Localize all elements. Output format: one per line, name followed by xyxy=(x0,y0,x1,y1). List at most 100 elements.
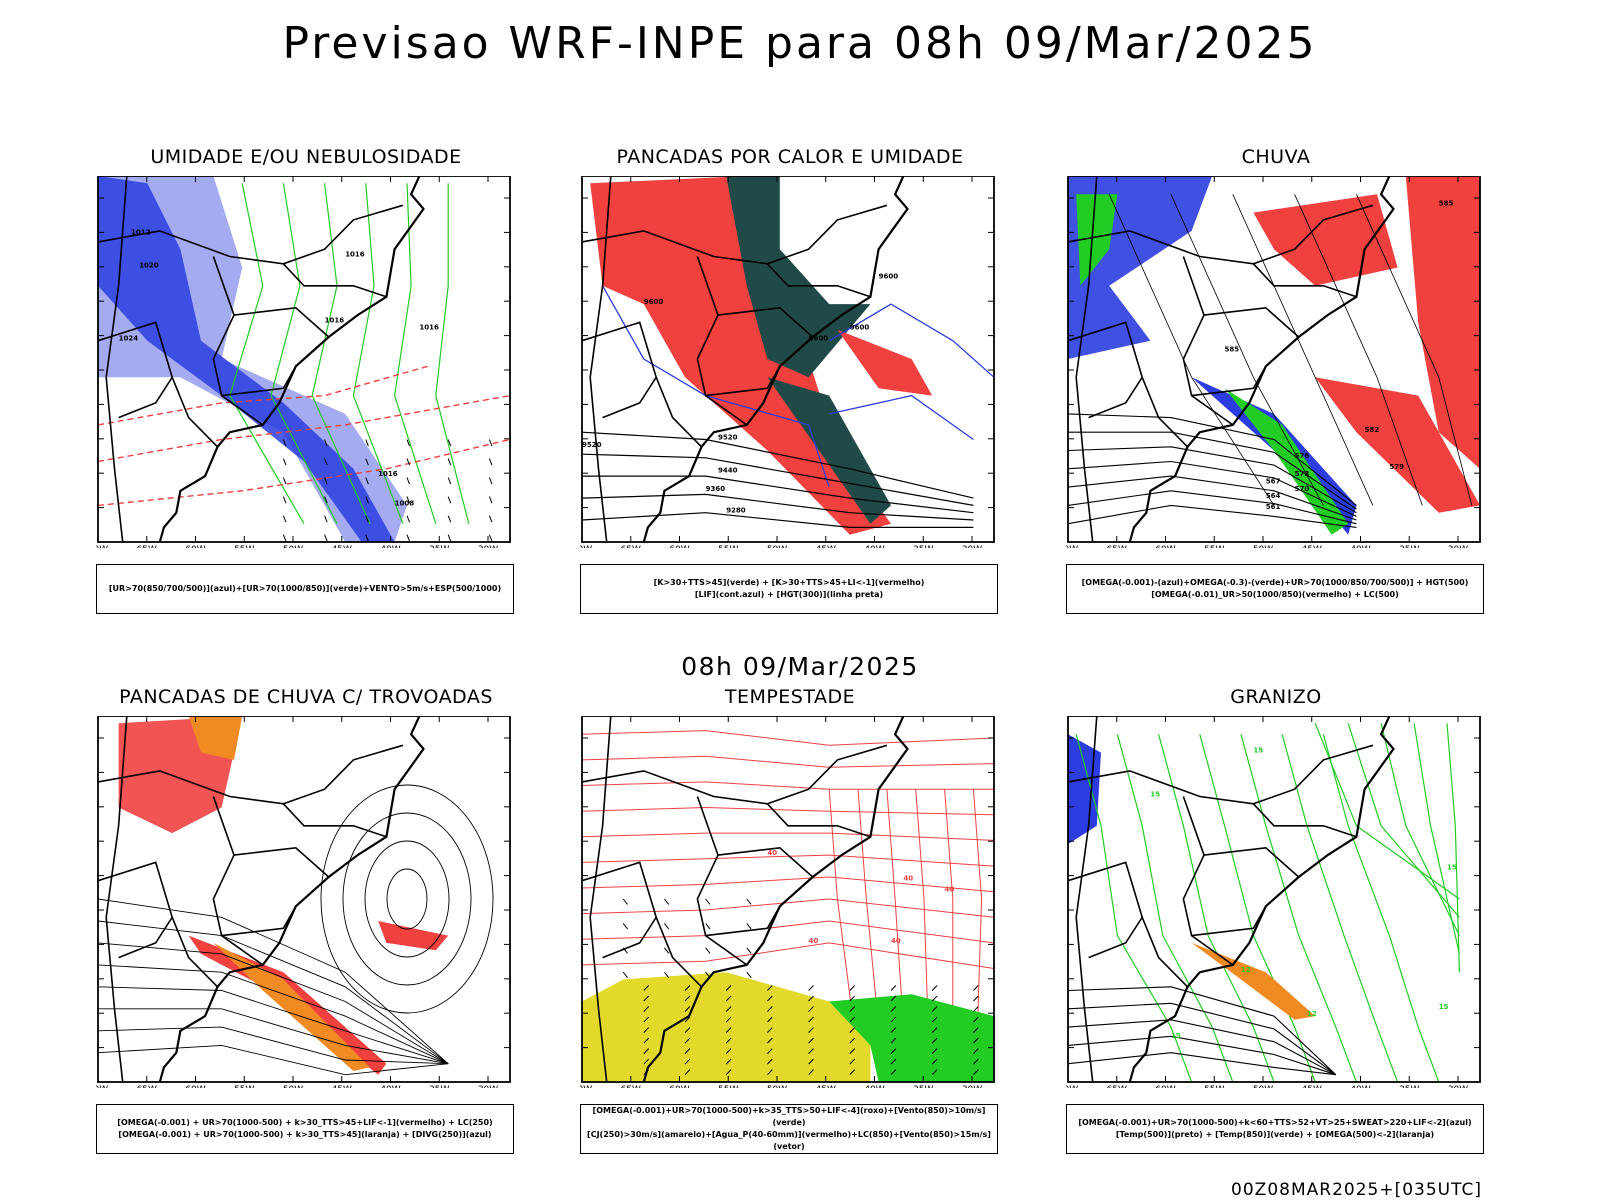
border-line xyxy=(1203,306,1300,338)
wind-vector xyxy=(684,985,691,991)
wind-vector xyxy=(767,1069,773,1076)
wind-vector xyxy=(664,971,670,978)
wind-vector xyxy=(973,1006,979,1012)
wind-vector xyxy=(324,515,328,523)
border-line xyxy=(171,376,219,448)
border-line xyxy=(766,803,871,838)
map-granizo: 1515151212151512S15S18S21S24S27S30S33S36… xyxy=(1066,716,1481,1088)
map-chuva: 58558558257957657357056756456112S15S18S2… xyxy=(1066,176,1481,548)
omega-orange-area xyxy=(1191,942,1316,1020)
panel-title: CHUVA xyxy=(1241,146,1311,168)
border-line xyxy=(717,846,814,878)
wind-vector xyxy=(643,1006,650,1012)
lon-label: 30W xyxy=(1448,1085,1468,1088)
streamline xyxy=(97,1026,449,1065)
precipitable-water-red-contour xyxy=(581,806,995,816)
country-borders xyxy=(581,716,909,1083)
wind-vector xyxy=(808,1027,814,1033)
lon-label: 45W xyxy=(332,1085,352,1088)
thickness-red-contour xyxy=(97,394,511,463)
wind-vector xyxy=(365,515,369,523)
coastline xyxy=(642,716,909,1083)
temperature-500-black-contour xyxy=(1067,1035,1336,1076)
geopotential-black-contour xyxy=(1067,460,1357,517)
water-label: 40 xyxy=(903,875,913,883)
wind-vector xyxy=(365,534,369,542)
legend-line: [OMEGA(-0.001)-(azul)+OMEGA(-0.3)-(verde… xyxy=(1081,578,1469,587)
lon-label: 40W xyxy=(1350,1085,1370,1088)
wind-vector xyxy=(890,1058,897,1065)
thunder-red-area xyxy=(378,921,449,951)
lon-label: 70W xyxy=(580,545,592,548)
temperature-850-green-contour xyxy=(1281,734,1399,1083)
wind-vector xyxy=(705,898,711,905)
geopotential-label: 582 xyxy=(1365,426,1380,434)
wind-vector xyxy=(324,534,328,542)
height-black-contour xyxy=(581,453,974,506)
temperature-label: 15 xyxy=(1439,1003,1449,1011)
wind-vector xyxy=(931,995,938,1002)
hail-blue-area xyxy=(1068,734,1101,845)
temperature-label: 12 xyxy=(1307,1010,1317,1018)
lon-label: 60W xyxy=(1155,545,1175,548)
lon-label: 30W xyxy=(962,1085,982,1088)
height-black-contour xyxy=(581,493,974,521)
wind-vector xyxy=(324,439,328,447)
lon-label: 70W xyxy=(96,1085,108,1088)
geopotential-black-contour xyxy=(1067,446,1357,514)
wind-vector xyxy=(725,1058,732,1065)
wind-vector xyxy=(725,1048,732,1054)
lon-label: 50W xyxy=(767,1085,787,1088)
streamline xyxy=(98,1008,449,1065)
map-frame xyxy=(1067,176,1481,543)
border-line xyxy=(581,321,658,419)
border-line xyxy=(233,846,330,878)
streamline xyxy=(1170,194,1324,506)
lon-label: 40W xyxy=(380,545,400,548)
pressure-label: 1024 xyxy=(119,335,139,343)
geopotential-black-contour xyxy=(1067,475,1357,521)
border-line xyxy=(1141,916,1189,988)
streamline xyxy=(1108,194,1275,506)
wind-vector xyxy=(808,1069,814,1076)
humidity-green-contour xyxy=(435,183,470,524)
border-line xyxy=(696,256,748,426)
wind-vector xyxy=(767,1016,773,1023)
lon-label: 55W xyxy=(1204,1085,1224,1088)
border-line xyxy=(696,796,748,966)
border-line xyxy=(97,204,404,265)
geopotential-black-contour xyxy=(1068,431,1357,510)
wind-vector xyxy=(447,496,452,504)
panel-title: GRANIZO xyxy=(1230,686,1322,708)
wind-vector xyxy=(931,1058,938,1065)
border-line xyxy=(1075,716,1098,1083)
height-black-contour xyxy=(581,512,974,528)
wind-vector xyxy=(849,1048,856,1054)
geopotential-black-contour xyxy=(1067,490,1357,525)
legend-line: [LIF](cont.azul) + [HGT(300)](linha pret… xyxy=(694,590,884,599)
wind-vector xyxy=(365,477,369,485)
wind-vector xyxy=(931,985,938,991)
wind-vector xyxy=(931,1069,938,1076)
lon-label: 50W xyxy=(767,545,787,548)
temperature-850-green-contour xyxy=(1116,734,1234,1083)
lon-label: 45W xyxy=(1302,545,1322,548)
map-umidade: 1012102010161024101610161016100812S15S18… xyxy=(96,176,511,548)
wind-vector xyxy=(890,1048,897,1054)
wind-vector xyxy=(931,1027,938,1033)
rain-red-area xyxy=(1405,176,1480,469)
wind-vector xyxy=(282,515,287,523)
lon-label: 35W xyxy=(913,1085,933,1088)
coastline xyxy=(642,176,909,543)
lon-label: 70W xyxy=(1066,1085,1078,1088)
precipitable-water-red-contour xyxy=(581,755,995,768)
wind-vector xyxy=(890,1016,897,1023)
coastline xyxy=(158,176,425,543)
geopotential-label: 579 xyxy=(1389,463,1404,471)
wind-vector xyxy=(890,1006,897,1012)
wind-vector xyxy=(849,1006,856,1012)
panel-legend: [UR>70(850/700/500)](azul)+[UR>70(1000/8… xyxy=(96,564,514,614)
wind-vector xyxy=(622,898,628,905)
lon-label: 40W xyxy=(864,1085,884,1088)
temperature-850-green-contour xyxy=(1446,723,1460,973)
